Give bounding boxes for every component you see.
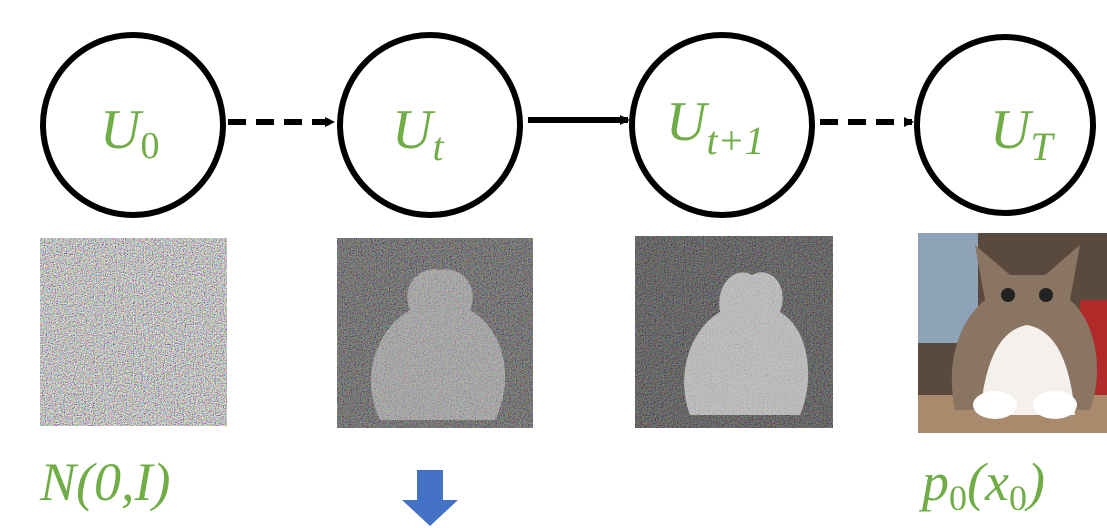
noisy-image xyxy=(337,238,533,428)
caption-text: p xyxy=(918,452,949,512)
node-symbol: U xyxy=(100,99,144,161)
caption: p0(x0) xyxy=(918,452,1045,518)
node-symbol: U xyxy=(990,99,1034,161)
caption-text: (x xyxy=(967,452,1009,512)
noisy-image xyxy=(635,236,833,428)
caption: N(0,I) xyxy=(39,452,170,512)
caption-subscript: 0 xyxy=(949,478,967,518)
node: U0 xyxy=(43,35,223,215)
down-arrow xyxy=(402,470,458,526)
cat-image xyxy=(918,233,1107,433)
node-subscript: t xyxy=(432,124,444,169)
diffusion-diagram: U0 Ut Ut+1 UT N(0,I) p0(x0) xyxy=(0,0,1107,528)
node-symbol: U xyxy=(392,99,436,161)
node: Ut+1 xyxy=(632,35,812,215)
node-symbol: U xyxy=(666,91,710,153)
noise-image xyxy=(40,238,227,426)
node-subscript: T xyxy=(1030,124,1055,169)
caption-text: N(0,I) xyxy=(39,452,170,512)
node: UT xyxy=(917,37,1093,213)
caption-subscript: 0 xyxy=(1009,478,1027,518)
node: Ut xyxy=(340,35,520,215)
caption-text: ) xyxy=(1024,452,1045,512)
node-subscript: 0 xyxy=(140,125,159,167)
node-subscript: t+1 xyxy=(706,118,764,163)
